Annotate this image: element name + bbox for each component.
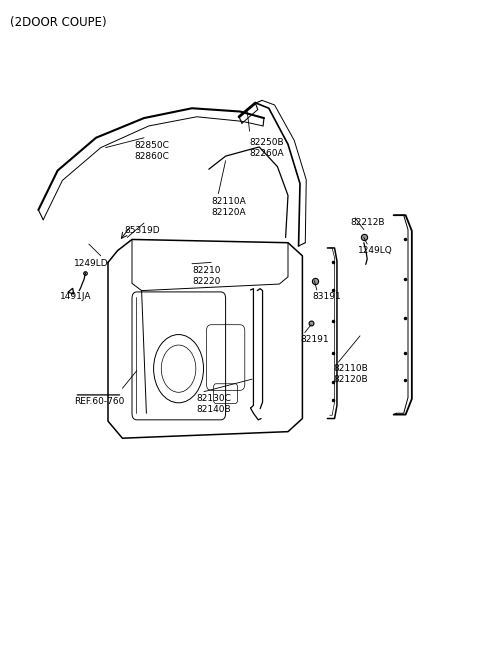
Text: 82850C
82860C: 82850C 82860C (134, 141, 169, 161)
Text: 82110A
82120A: 82110A 82120A (211, 197, 246, 217)
Text: 82130C
82140B: 82130C 82140B (197, 394, 232, 414)
Text: 85319D: 85319D (125, 226, 160, 236)
Text: 1249LQ: 1249LQ (358, 246, 392, 255)
Text: REF.60-760: REF.60-760 (74, 397, 125, 406)
Text: (2DOOR COUPE): (2DOOR COUPE) (10, 16, 106, 30)
Text: 82212B: 82212B (350, 218, 385, 227)
Text: 1491JA: 1491JA (60, 292, 92, 301)
Text: 82191: 82191 (300, 335, 329, 344)
Text: 82250B
82260A: 82250B 82260A (250, 138, 284, 158)
Text: 82210
82220: 82210 82220 (192, 266, 220, 286)
Text: 1249LD: 1249LD (74, 259, 109, 268)
Text: 83191: 83191 (312, 292, 341, 301)
Text: 82110B
82120B: 82110B 82120B (334, 364, 368, 384)
